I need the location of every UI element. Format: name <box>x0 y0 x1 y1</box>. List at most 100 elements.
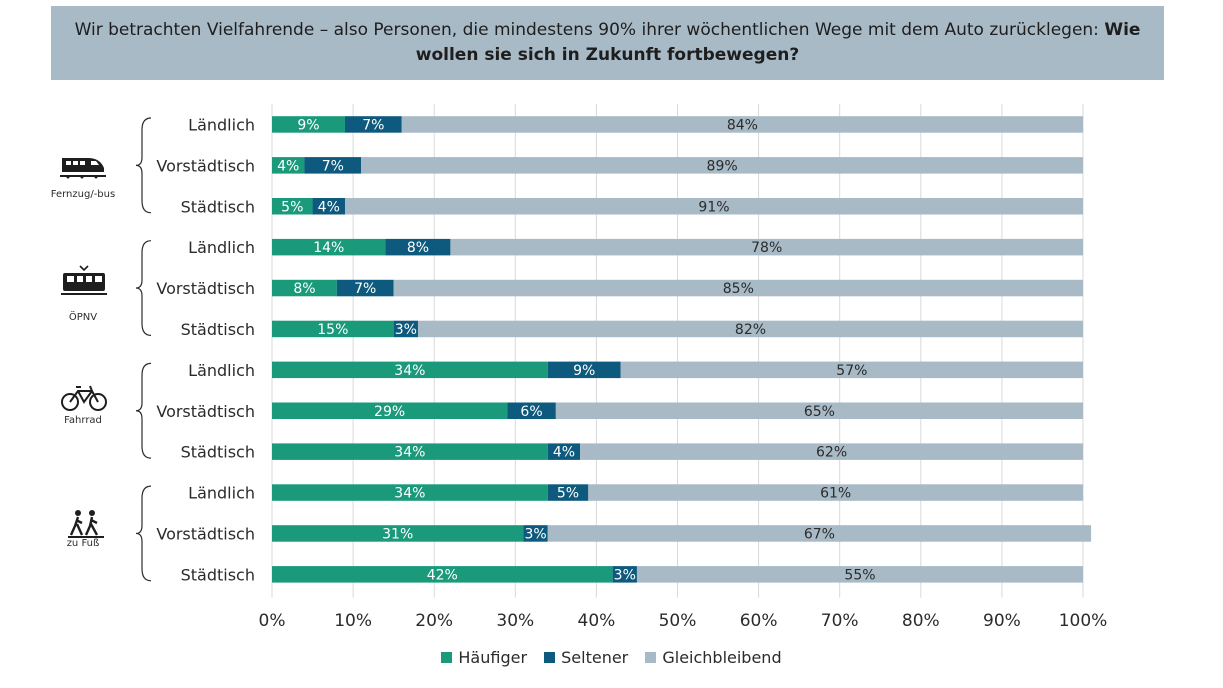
x-tick-label: 100% <box>1059 611 1108 631</box>
bar-haeufiger <box>272 157 305 174</box>
bar-seltener <box>547 361 621 379</box>
data-label: 34% <box>394 486 425 502</box>
bar-haeufiger <box>272 198 313 215</box>
x-tick-label: 40% <box>578 611 616 631</box>
data-label: 14% <box>313 240 344 256</box>
category-label: Vorstädtisch <box>156 156 255 175</box>
category-label: Städtisch <box>181 320 255 339</box>
bar-seltener <box>312 198 345 215</box>
chart-title-bold: Wie wollen sie sich in Zukunft fortbeweg… <box>415 20 1141 65</box>
data-label: 55% <box>844 567 875 583</box>
legend-item-seltener: Seltener <box>544 648 628 667</box>
bar-haeufiger <box>272 402 508 419</box>
data-label: 34% <box>394 445 425 461</box>
data-label: 65% <box>804 404 835 420</box>
x-tick-label: 50% <box>659 611 697 631</box>
data-label: 78% <box>751 240 782 256</box>
category-label: Vorstädtisch <box>156 402 255 421</box>
bar-haeufiger <box>272 525 524 542</box>
category-label: Städtisch <box>181 565 255 584</box>
legend-swatch-haeufiger <box>441 652 453 663</box>
data-label: 42% <box>427 567 458 583</box>
data-label: 4% <box>318 199 340 215</box>
data-label: 8% <box>293 281 315 297</box>
bar-haeufiger <box>272 116 345 133</box>
group-label-fernzug: Fernzug/-bus <box>50 189 116 200</box>
pedestrians-icon <box>68 510 104 538</box>
category-label: Ländlich <box>188 115 255 134</box>
data-label: 4% <box>277 158 299 174</box>
legend-label-haeufiger: Häufiger <box>458 648 528 667</box>
legend: Häufiger Seltener Gleichbleibend <box>0 648 1223 667</box>
group-brace <box>135 240 152 336</box>
data-label: 62% <box>816 445 847 461</box>
bar-gleichbleibend <box>580 443 1083 460</box>
chart-title-regular: Wir betrachten Vielfahrende – also Perso… <box>74 20 1105 40</box>
x-tick-label: 70% <box>821 611 859 631</box>
bar-haeufiger <box>272 484 548 501</box>
bar-gleichbleibend <box>588 484 1083 501</box>
bar-gleichbleibend <box>401 116 1083 133</box>
x-tick-label: 0% <box>259 611 286 631</box>
data-label: 29% <box>374 404 405 420</box>
bar-seltener <box>385 238 451 256</box>
chart-title: Wir betrachten Vielfahrende – also Perso… <box>51 6 1164 80</box>
bar-haeufiger <box>272 361 548 379</box>
data-label: 5% <box>281 199 303 215</box>
legend-swatch-gleichbleibend <box>645 652 657 663</box>
data-label: 89% <box>707 158 738 174</box>
bar-gleichbleibend <box>361 157 1084 174</box>
bar-gleichbleibend <box>547 525 1092 542</box>
bar-gleichbleibend <box>636 566 1083 583</box>
data-label: 34% <box>394 363 425 379</box>
group-brace <box>135 117 152 214</box>
group-brace <box>135 485 152 582</box>
data-label: 61% <box>820 486 851 502</box>
group-label-oepnv: ÖPNV <box>68 312 98 323</box>
category-label: Ländlich <box>188 238 255 257</box>
data-label: 4% <box>553 445 575 461</box>
data-label: 5% <box>557 486 579 502</box>
x-tick-label: 30% <box>496 611 534 631</box>
legend-item-gleichbleibend: Gleichbleibend <box>645 648 782 667</box>
x-tick-label: 10% <box>334 611 372 631</box>
data-label: 31% <box>382 526 413 542</box>
bar-haeufiger <box>272 279 337 297</box>
bar-gleichbleibend <box>417 320 1084 338</box>
tram-icon <box>61 265 107 295</box>
bar-gleichbleibend <box>393 279 1083 297</box>
data-label: 9% <box>297 117 319 133</box>
bar-gleichbleibend <box>620 361 1083 379</box>
group-brace <box>135 362 152 459</box>
category-label: Städtisch <box>181 443 255 462</box>
legend-swatch-seltener <box>544 652 556 663</box>
group-label-zu-fuss: zu Fuß <box>66 538 100 549</box>
bar-haeufiger <box>272 320 394 338</box>
data-label: 84% <box>727 117 758 133</box>
data-label: 9% <box>573 363 595 379</box>
data-label: 3% <box>524 526 546 542</box>
category-label: Städtisch <box>181 197 255 216</box>
bar-haeufiger <box>272 443 548 460</box>
data-label: 7% <box>362 117 384 133</box>
legend-item-haeufiger: Häufiger <box>441 648 527 667</box>
data-label: 8% <box>407 240 429 256</box>
legend-label-gleichbleibend: Gleichbleibend <box>662 648 782 667</box>
data-label: 3% <box>395 322 417 338</box>
bar-haeufiger <box>272 566 613 583</box>
category-label: Vorstädtisch <box>156 279 255 298</box>
data-label: 3% <box>614 567 636 583</box>
train-icon <box>60 158 106 179</box>
bar-seltener <box>523 525 548 542</box>
data-label: 85% <box>723 281 754 297</box>
stacked-bar-chart: 0% 10% 20% 30% 40% 50% 60% 70% 80% 90% 100% Ländlic… <box>135 104 1108 631</box>
bar-seltener <box>507 402 556 419</box>
data-label: 82% <box>735 322 766 338</box>
bar-gleichbleibend <box>344 198 1083 215</box>
group-label-fahrrad: Fahrrad <box>64 415 102 426</box>
bar-seltener <box>336 279 394 297</box>
bar-seltener <box>393 320 418 338</box>
data-label: 7% <box>322 158 344 174</box>
bar-seltener <box>612 566 637 583</box>
data-label: 7% <box>354 281 376 297</box>
